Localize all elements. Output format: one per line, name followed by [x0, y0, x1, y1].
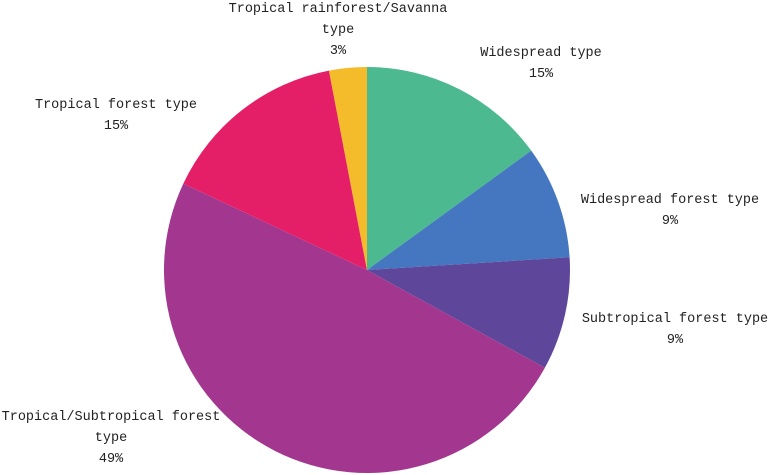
slice-label: Widespread type 15% — [480, 43, 602, 85]
pie-slice — [367, 67, 532, 270]
value-label: 9% — [666, 333, 684, 348]
category-label: Subtropical forest type — [581, 312, 769, 327]
slice-label: Subtropical forest type 9% — [582, 309, 768, 351]
value-label: 3% — [329, 44, 347, 59]
pie-slice — [367, 150, 570, 270]
category-label: Tropical/Subtropical forest type — [1, 410, 221, 446]
value-label: 49% — [98, 452, 124, 467]
category-label: Tropical rainforest/Savanna type — [228, 2, 448, 38]
slice-label: Tropical forest type 15% — [35, 95, 197, 137]
value-label: 15% — [528, 67, 554, 82]
category-label: Widespread type — [480, 46, 602, 61]
category-label: Widespread forest type — [580, 193, 760, 208]
pie-slice — [183, 70, 367, 270]
category-label: Tropical forest type — [34, 98, 198, 113]
pie-slice — [164, 183, 545, 473]
pie-slice — [367, 257, 570, 368]
pie-slice — [328, 67, 367, 270]
slice-label: Widespread forest type 9% — [581, 190, 759, 232]
slice-label: Tropical rainforest/Savanna type 3% — [222, 0, 454, 62]
value-label: 9% — [661, 214, 679, 229]
slice-label: Tropical/Subtropical forest type 49% — [0, 407, 227, 470]
value-label: 15% — [103, 119, 129, 134]
